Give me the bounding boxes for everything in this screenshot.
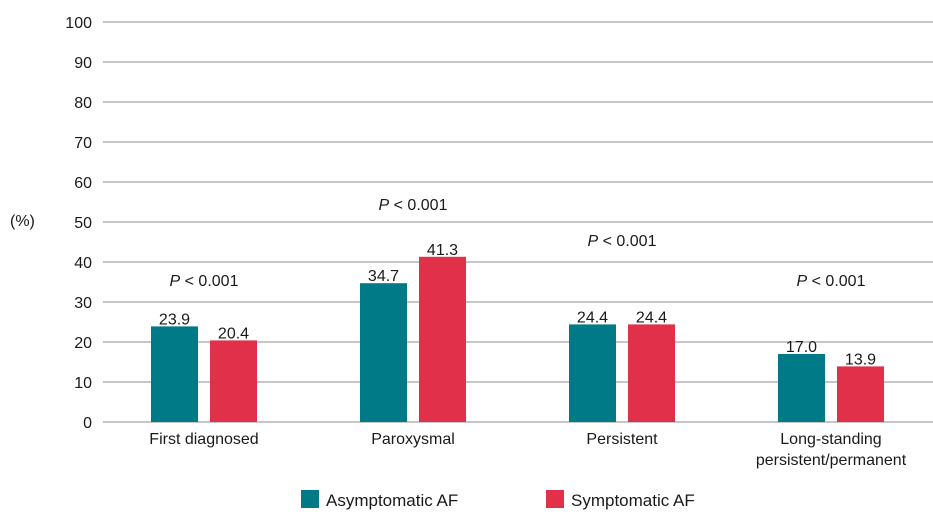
y-axis-ticks: 0 10 20 30 40 50 60 70 80 90 100 — [65, 15, 92, 432]
p-value-label: P < 0.001 — [379, 197, 448, 214]
y-tick-label: 30 — [74, 295, 92, 312]
x-axis-categories: First diagnosed Paroxysmal Persistent Long-… — [149, 431, 906, 469]
bar-value-label: 17.0 — [786, 339, 817, 356]
y-tick-label: 40 — [74, 255, 92, 272]
category-label: Long-standing persistent/permanent — [756, 431, 907, 469]
bar-value-label: 20.4 — [218, 325, 249, 342]
bar — [778, 354, 825, 422]
bars — [151, 256, 884, 422]
legend-label: Symptomatic AF — [571, 491, 695, 510]
y-tick-label: 50 — [74, 215, 92, 232]
bar-value-label: 24.4 — [577, 309, 608, 326]
y-tick-label: 70 — [74, 135, 92, 152]
legend-label: Asymptomatic AF — [326, 491, 458, 510]
legend-swatch — [301, 490, 319, 508]
y-tick-label: 90 — [74, 55, 92, 72]
bar — [628, 324, 675, 422]
y-tick-label: 10 — [74, 375, 92, 392]
y-tick-label: 20 — [74, 335, 92, 352]
y-tick-label: 0 — [83, 415, 92, 432]
bar — [837, 366, 884, 422]
bar-value-label: 41.3 — [427, 242, 458, 259]
category-label: Persistent — [586, 431, 658, 448]
p-value-label: P < 0.001 — [170, 273, 239, 290]
y-tick-label: 60 — [74, 175, 92, 192]
y-tick-label: 100 — [65, 15, 92, 32]
legend-swatch — [546, 490, 564, 508]
bar-value-label: 23.9 — [159, 311, 190, 328]
bar — [569, 324, 616, 422]
category-label: Paroxysmal — [371, 431, 455, 448]
data-labels: 23.9 34.7 24.4 17.0 20.4 41.3 24.4 13.9 — [159, 242, 876, 369]
bar — [419, 256, 466, 422]
bar-value-label: 13.9 — [845, 351, 876, 368]
category-label: First diagnosed — [149, 431, 258, 448]
bar — [360, 283, 407, 422]
legend: Asymptomatic AF Symptomatic AF — [301, 490, 695, 510]
bar-value-label: 24.4 — [636, 309, 667, 326]
p-value-annotations: P < 0.001 P < 0.001 P < 0.001 P < 0.001 — [170, 197, 866, 290]
bar — [151, 326, 198, 422]
y-tick-label: 80 — [74, 95, 92, 112]
y-axis-label: (%) — [10, 213, 35, 230]
p-value-label: P < 0.001 — [797, 273, 866, 290]
p-value-label: P < 0.001 — [588, 233, 657, 250]
bar — [210, 340, 257, 422]
bar-value-label: 34.7 — [368, 268, 399, 285]
